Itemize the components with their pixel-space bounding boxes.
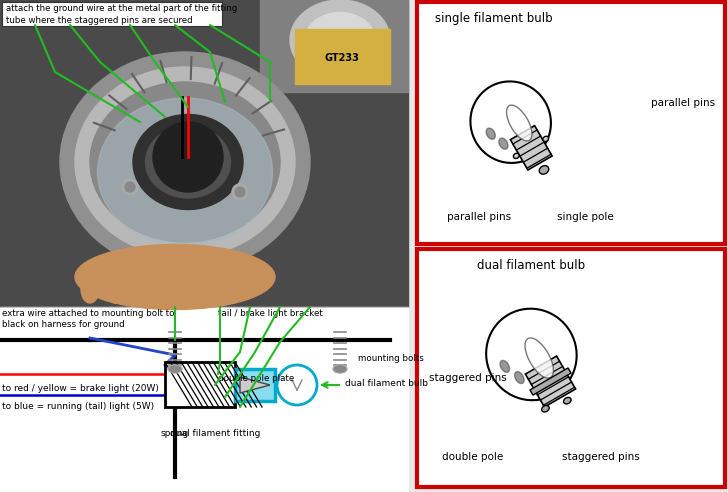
Ellipse shape (148, 275, 223, 300)
Ellipse shape (542, 405, 549, 412)
Ellipse shape (106, 275, 124, 303)
Ellipse shape (60, 52, 310, 272)
Bar (530, 368, 571, 395)
Ellipse shape (539, 166, 549, 174)
Circle shape (122, 179, 138, 195)
Ellipse shape (98, 98, 272, 246)
Ellipse shape (507, 105, 532, 141)
Ellipse shape (156, 275, 174, 303)
Ellipse shape (90, 82, 280, 242)
Ellipse shape (500, 360, 510, 372)
Ellipse shape (75, 245, 275, 309)
Text: extra wire attached to mounting bolt to
black on harness for ground: extra wire attached to mounting bolt to … (2, 309, 175, 329)
Bar (526, 356, 576, 407)
Ellipse shape (513, 154, 519, 158)
Ellipse shape (305, 12, 375, 67)
Bar (260, 0, 408, 92)
Text: double pole: double pole (442, 452, 503, 462)
Text: mounting bolts: mounting bolts (358, 354, 424, 363)
Text: dual filament fitting: dual filament fitting (170, 429, 260, 438)
Text: parallel pins: parallel pins (651, 98, 715, 108)
Ellipse shape (81, 275, 99, 303)
Ellipse shape (168, 365, 182, 373)
Text: dual filament bulb: dual filament bulb (477, 259, 585, 272)
Ellipse shape (333, 365, 347, 373)
Bar (0, 0, 408, 307)
Circle shape (277, 365, 317, 405)
Bar (415, 244, 727, 249)
Text: GT233: GT233 (325, 53, 360, 63)
Ellipse shape (499, 138, 508, 149)
Text: parallel pins: parallel pins (447, 212, 511, 222)
Ellipse shape (563, 398, 571, 404)
Text: tail / brake light bracket: tail / brake light bracket (218, 309, 323, 318)
Ellipse shape (543, 136, 549, 142)
Bar (417, 249, 725, 487)
FancyBboxPatch shape (2, 2, 222, 26)
Text: to blue = running (tail) light (5W): to blue = running (tail) light (5W) (2, 402, 154, 411)
Circle shape (125, 182, 135, 192)
Text: to red / yellow = brake light (20W): to red / yellow = brake light (20W) (2, 384, 159, 393)
Bar (235, 369, 275, 401)
Ellipse shape (146, 126, 231, 198)
Ellipse shape (334, 366, 346, 372)
Text: spring: spring (161, 429, 189, 438)
Polygon shape (240, 377, 270, 393)
Ellipse shape (470, 82, 551, 163)
Ellipse shape (290, 0, 390, 80)
Bar (0, 307, 408, 492)
Bar (165, 362, 235, 407)
Circle shape (153, 122, 223, 192)
Bar (295, 29, 390, 84)
Ellipse shape (170, 366, 181, 372)
Ellipse shape (525, 338, 553, 378)
Bar (417, 2, 725, 244)
Ellipse shape (515, 371, 524, 384)
Text: staggered pins: staggered pins (562, 452, 640, 462)
Circle shape (232, 184, 248, 200)
Text: dual filament bulb: dual filament bulb (345, 379, 428, 389)
Text: single filament bulb: single filament bulb (435, 12, 553, 25)
Text: attach the ground wire at the metal part of the fitting
tube where the staggered: attach the ground wire at the metal part… (6, 4, 237, 25)
Ellipse shape (75, 67, 295, 257)
Bar (510, 125, 552, 170)
Ellipse shape (133, 115, 243, 210)
Circle shape (235, 187, 245, 197)
Ellipse shape (486, 128, 495, 139)
Ellipse shape (131, 275, 149, 303)
Text: staggered pins: staggered pins (429, 373, 507, 383)
Ellipse shape (486, 308, 577, 400)
Text: single pole: single pole (557, 212, 614, 222)
Text: double pole plate: double pole plate (218, 374, 294, 383)
